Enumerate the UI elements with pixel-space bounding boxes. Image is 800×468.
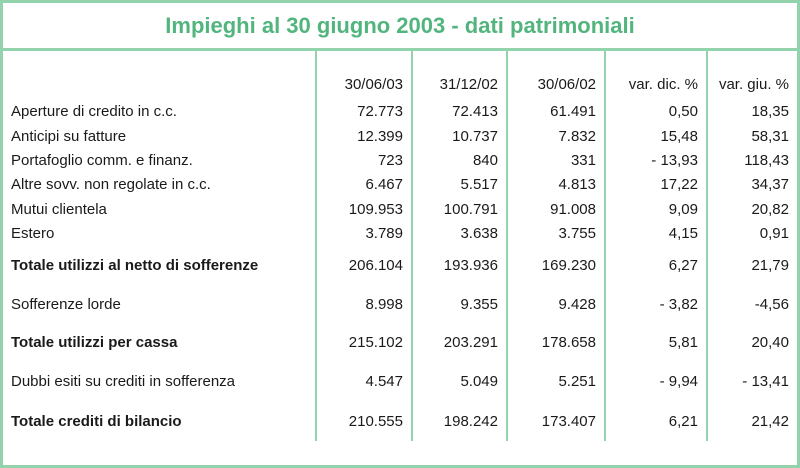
cell-value: 18,35 (706, 99, 797, 124)
total-row: Totale utilizzi per cassa 215.102 203.291 1… (3, 323, 797, 361)
cell-value: 72.413 (411, 99, 507, 124)
cell-value: 6,21 (604, 401, 707, 441)
cell-value: 17,22 (604, 172, 707, 197)
table-row: Anticipi su fatture 12.399 10.737 7.832 15,4… (3, 124, 797, 148)
cell-value: 72.773 (315, 99, 412, 124)
cell-value: 61.491 (506, 99, 605, 124)
row-label: Sofferenze lorde (11, 295, 121, 313)
table-title: Impieghi al 30 giugno 2003 - dati patrim… (3, 3, 797, 51)
column-header: 30/06/02 (506, 51, 605, 99)
cell-value: 3.638 (411, 221, 507, 245)
cell-value: 3.789 (315, 221, 412, 245)
cell-value: 840 (411, 148, 507, 172)
total-row: Totale utilizzi al netto di sofferenze 20… (3, 245, 797, 285)
table-row: Estero 3.789 3.638 3.755 4,15 0,91 (3, 221, 797, 245)
column-header: var. giu. % (706, 51, 797, 99)
cell-value: 0,91 (706, 221, 797, 245)
cell-value: 169.230 (506, 245, 605, 285)
column-header (3, 51, 316, 99)
total-row: Totale crediti di bilancio 210.555 198.242… (3, 401, 797, 441)
cell-value: 9.355 (411, 285, 507, 323)
cell-value: 34,37 (706, 172, 797, 197)
cell-value: 215.102 (315, 323, 412, 361)
cell-value: 118,43 (706, 148, 797, 172)
cell-value: 206.104 (315, 245, 412, 285)
row-label: Anticipi su fatture (11, 127, 127, 145)
column-header: 31/12/02 (411, 51, 507, 99)
cell-value: 178.658 (506, 323, 605, 361)
row-label: Totale crediti di bilancio (11, 412, 182, 430)
cell-value: 4,15 (604, 221, 707, 245)
cell-value: 3.755 (506, 221, 605, 245)
row-label: Altre sovv. non regolate in c.c. (11, 176, 211, 193)
cell-value: 12.399 (315, 124, 412, 148)
cell-value: 100.791 (411, 197, 507, 221)
cell-value: 109.953 (315, 197, 412, 221)
cell-value: 10.737 (411, 124, 507, 148)
column-header: 30/06/03 (315, 51, 412, 99)
row-label: Portafoglio comm. e finanz. (11, 151, 193, 169)
row-label: Totale utilizzi al netto di sofferenze (11, 256, 259, 274)
cell-value: 8.998 (315, 285, 412, 323)
header-row: 30/06/03 31/12/02 30/06/02 var. dic. % var. … (3, 51, 797, 99)
cell-value: 20,82 (706, 197, 797, 221)
table-row: Portafoglio comm. e finanz. 723 840 331- 13… (3, 148, 797, 172)
cell-value: 193.936 (411, 245, 507, 285)
cell-value: - 9,94 (604, 361, 707, 401)
cell-value: 7.832 (506, 124, 605, 148)
cell-value: 5,81 (604, 323, 707, 361)
cell-value: - 3,82 (604, 285, 707, 323)
table-row: Altre sovv. non regolate in c.c. 6.467 5.5… (3, 172, 797, 197)
cell-value: 5.251 (506, 361, 605, 401)
row-label: Mutui clientela (11, 200, 107, 218)
cell-value: - 13,41 (706, 361, 797, 401)
cell-value: 5.049 (411, 361, 507, 401)
data-table: 30/06/03 31/12/02 30/06/02 var. dic. % var. … (3, 51, 797, 441)
cell-value: 331 (506, 148, 605, 172)
cell-value: 9,09 (604, 197, 707, 221)
cell-value: 21,79 (706, 245, 797, 285)
cell-value: 203.291 (411, 323, 507, 361)
row-label: Estero (11, 224, 55, 242)
table-row: Aperture di credito in c.c. 72.773 72.413 6… (3, 99, 797, 124)
cell-value: 6,27 (604, 245, 707, 285)
table-row: Dubbi esiti su crediti in sofferenza 4.54… (3, 361, 797, 401)
cell-value: 198.242 (411, 401, 507, 441)
cell-value: 0,50 (604, 99, 707, 124)
cell-value: 21,42 (706, 401, 797, 441)
cell-value: 20,40 (706, 323, 797, 361)
row-label: Totale utilizzi per cassa (11, 333, 178, 351)
cell-value: 723 (315, 148, 412, 172)
cell-value: 9.428 (506, 285, 605, 323)
table-row: Sofferenze lorde 8.998 9.355 9.428- 3,82 -4,… (3, 285, 797, 323)
cell-value: 210.555 (315, 401, 412, 441)
cell-value: 173.407 (506, 401, 605, 441)
cell-value: 91.008 (506, 197, 605, 221)
cell-value: 4.813 (506, 172, 605, 197)
column-header: var. dic. % (604, 51, 707, 99)
cell-value: -4,56 (706, 285, 797, 323)
cell-value: 15,48 (604, 124, 707, 148)
cell-value: 58,31 (706, 124, 797, 148)
table-row: Mutui clientela 109.953 100.791 91.008 9,09 2… (3, 197, 797, 221)
cell-value: 4.547 (315, 361, 412, 401)
cell-value: 5.517 (411, 172, 507, 197)
row-label: Dubbi esiti su crediti in sofferenza (11, 372, 236, 390)
cell-value: - 13,93 (604, 148, 707, 172)
cell-value: 6.467 (315, 172, 412, 197)
row-label: Aperture di credito in c.c. (11, 103, 177, 120)
